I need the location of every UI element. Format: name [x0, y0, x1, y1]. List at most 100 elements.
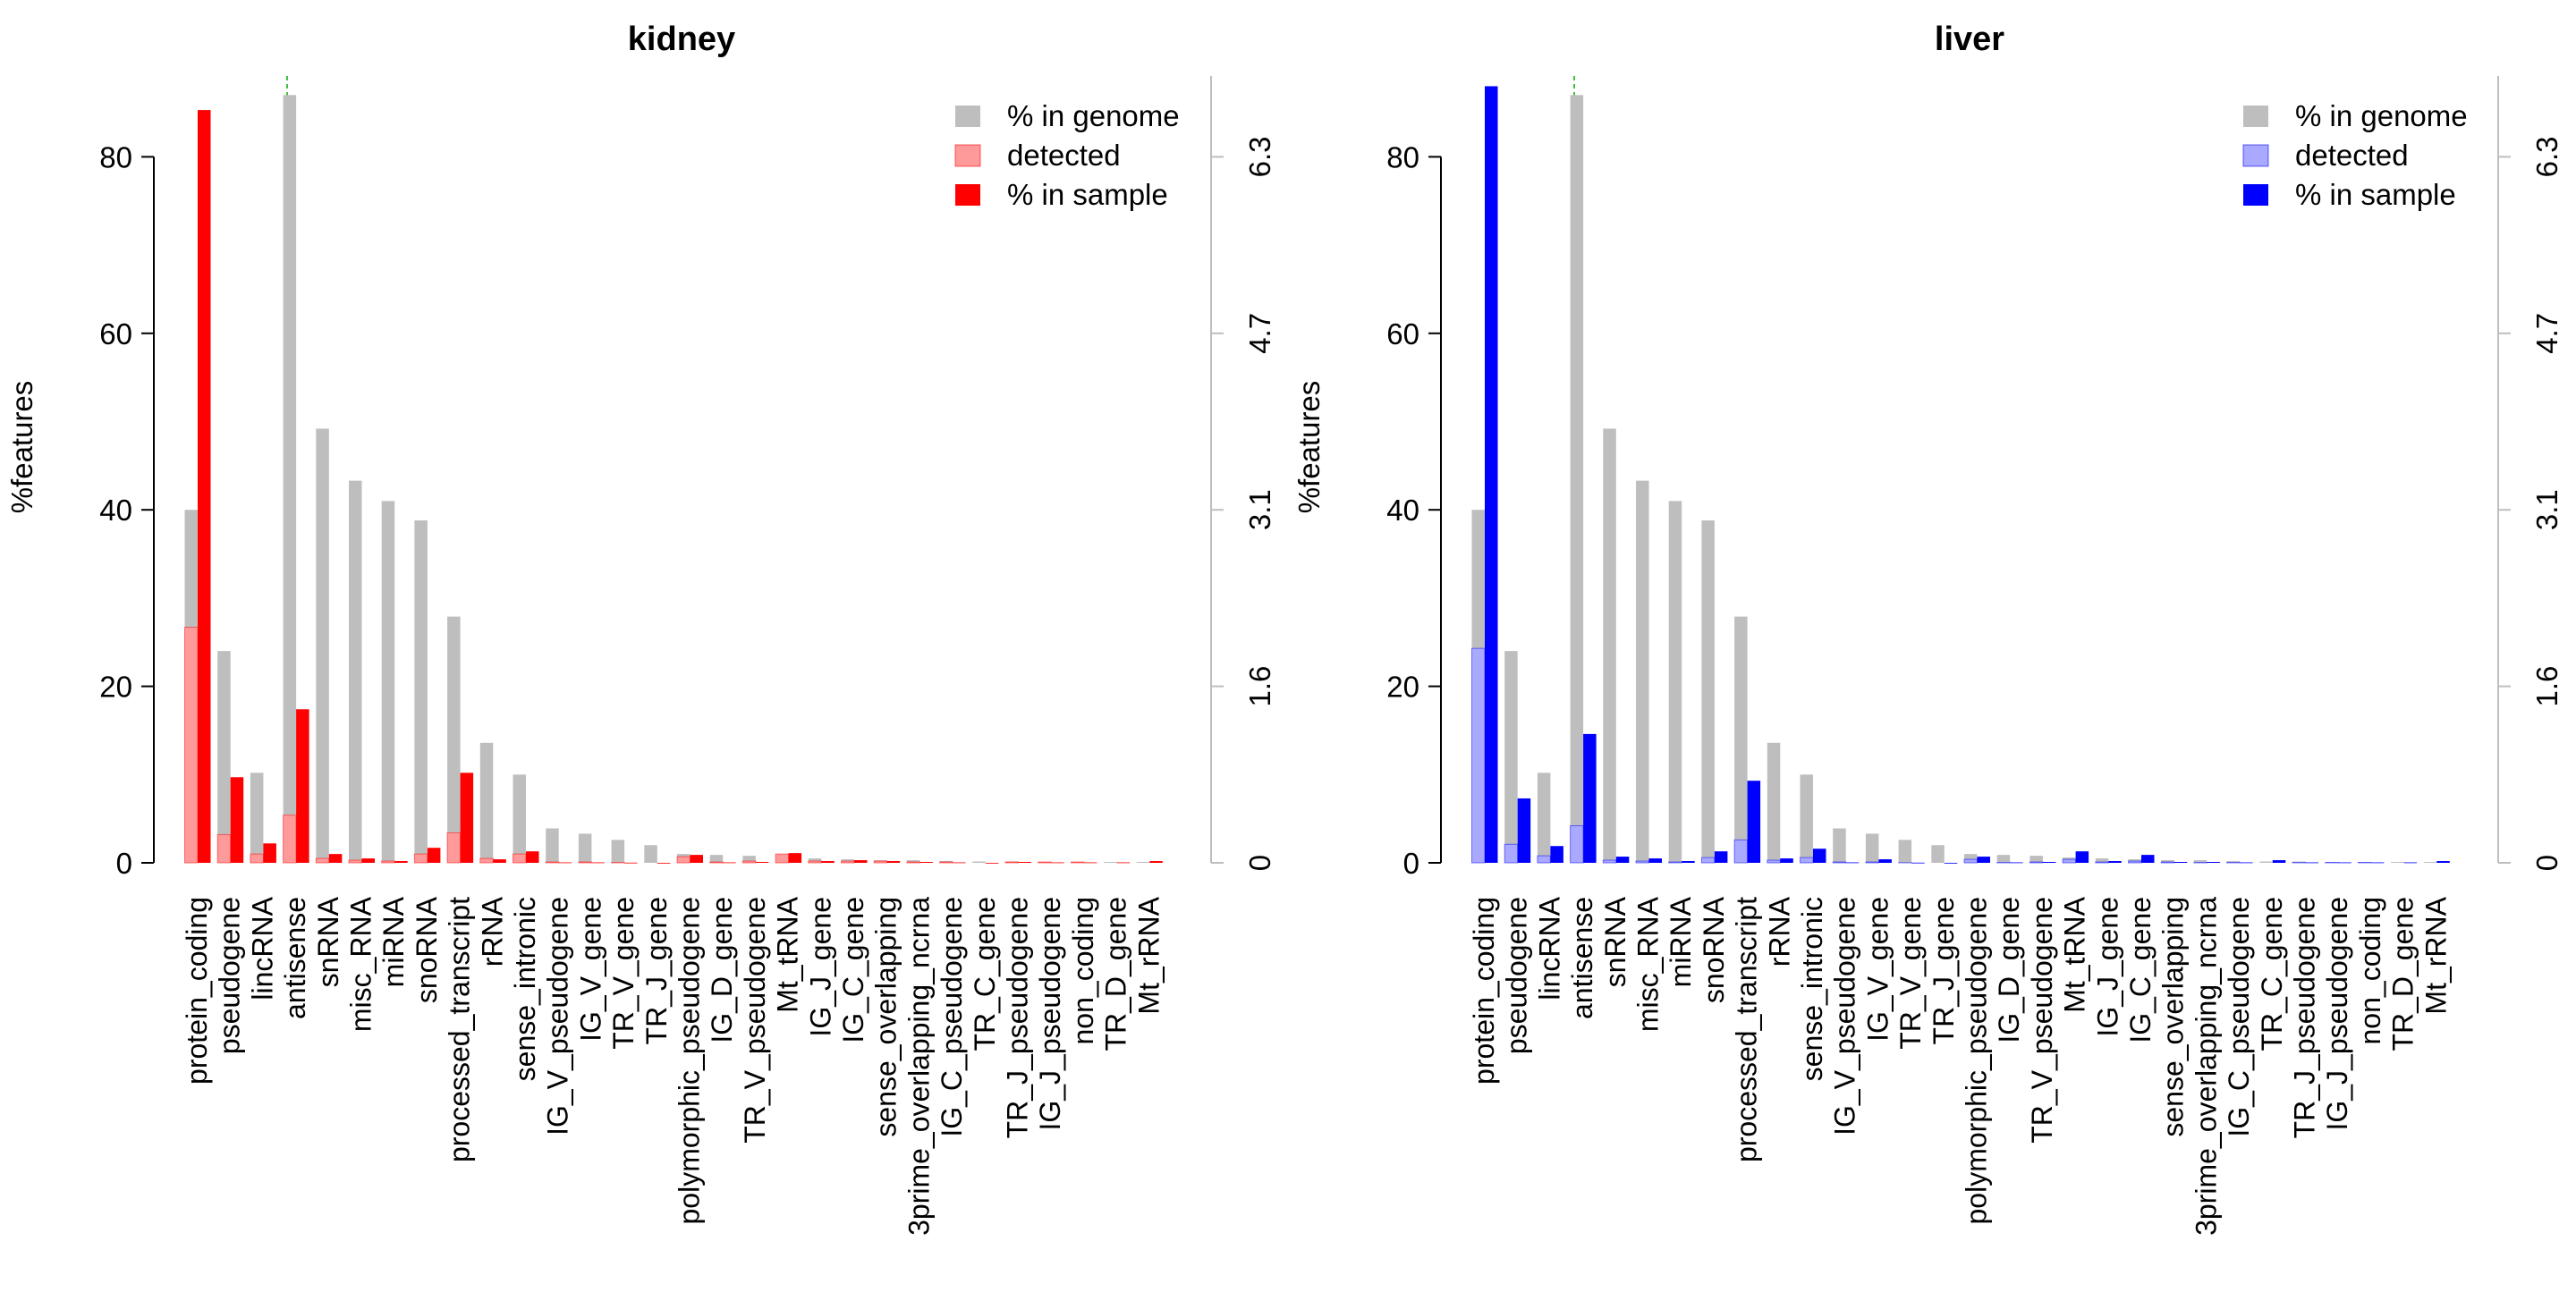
bar-detected [414, 854, 428, 863]
category-tick-label: TR_D_gene [2387, 897, 2419, 1051]
bar-genome [1899, 840, 1912, 863]
category-tick-label: misc_RNA [1632, 896, 1665, 1032]
category-tick-label: miRNA [1665, 896, 1697, 987]
category-tick-label: sense_overlapping [870, 897, 902, 1137]
bar-sample [591, 863, 605, 864]
panel-liver: liver%features02040608001.63.14.76.3prot… [1292, 21, 2563, 1236]
left-tick-label: 40 [1386, 494, 1419, 527]
category-tick-label: rRNA [476, 896, 508, 967]
bar-genome [316, 428, 329, 863]
bar-genome [579, 833, 592, 863]
category-tick-label: sense_intronic [1796, 897, 1828, 1081]
bar-detected [874, 861, 887, 863]
category-tick-label: lincRNA [1533, 896, 1565, 1000]
bar-sample [624, 863, 638, 864]
bar-detected [2063, 859, 2076, 863]
legend-label: % in sample [2295, 178, 2456, 211]
bar-detected [284, 815, 297, 863]
bar-sample [2404, 863, 2418, 864]
bar-sample [1813, 849, 1826, 863]
bar-sample [887, 861, 901, 863]
right-tick-label: 6.3 [2530, 136, 2563, 177]
category-tick-label: TR_J_pseudogene [2289, 897, 2321, 1138]
right-tick-label: 0 [2530, 855, 2563, 871]
bar-detected [775, 854, 789, 863]
bar-detected [677, 857, 691, 863]
left-tick-label: 60 [1386, 317, 1419, 350]
bar-sample [2043, 862, 2056, 863]
bar-sample [1715, 851, 1728, 863]
bar-sample [263, 843, 276, 863]
bar-genome [1137, 862, 1150, 863]
bar-detected [185, 627, 199, 863]
bar-genome [546, 829, 559, 863]
category-tick-label: IG_V_gene [1861, 897, 1894, 1042]
legend-swatch [955, 184, 980, 206]
category-tick-label: misc_RNA [345, 896, 377, 1032]
category-tick-label: non_coding [1067, 897, 1099, 1044]
category-tick-label: lincRNA [246, 896, 278, 1000]
chart-title: liver [1935, 21, 2004, 58]
bar-detected [1538, 856, 1551, 863]
bar-sample [2240, 863, 2253, 864]
bar-genome [972, 862, 986, 863]
category-tick-label: TR_V_gene [607, 897, 640, 1050]
category-tick-label: TR_J_pseudogene [1002, 897, 1034, 1138]
bar-sample [2338, 863, 2351, 864]
bar-sample [1748, 781, 1761, 863]
bar-sample [1518, 798, 1531, 863]
right-tick-label: 3.1 [2530, 489, 2563, 530]
category-tick-label: TR_V_pseudogene [739, 897, 771, 1144]
right-tick-label: 1.6 [2530, 666, 2563, 707]
left-tick-label: 0 [1403, 847, 1419, 880]
bar-detected [1801, 857, 1814, 863]
legend-label: detected [1007, 139, 1121, 172]
bar-detected [1071, 862, 1084, 863]
category-tick-label: IG_V_gene [574, 897, 606, 1042]
bar-sample [329, 854, 343, 863]
category-tick-label: TR_J_gene [1928, 897, 1960, 1044]
bar-sample [919, 862, 933, 863]
bar-sample [526, 851, 539, 863]
category-tick-label: IG_J_pseudogene [1034, 897, 1066, 1131]
bar-genome [1504, 651, 1518, 863]
right-tick-label: 1.6 [1243, 666, 1276, 707]
legend-swatch [955, 106, 980, 127]
left-tick-label: 80 [99, 140, 132, 173]
bar-genome [217, 651, 231, 863]
bar-sample [2010, 863, 2023, 864]
category-tick-label: IG_D_gene [706, 897, 738, 1043]
bar-sample [2371, 863, 2385, 864]
bar-detected [250, 854, 264, 863]
bar-genome [1767, 743, 1781, 863]
bar-sample [1051, 863, 1064, 864]
panel-kidney: kidney%features02040608001.63.14.76.3pro… [5, 21, 1276, 1236]
legend-label: % in genome [1007, 99, 1180, 132]
bar-genome [1104, 862, 1117, 863]
bar-sample [2174, 862, 2188, 863]
bar-sample [394, 861, 408, 863]
bar-sample [1878, 859, 1892, 863]
bar-genome [1833, 829, 1846, 863]
left-tick-label: 20 [1386, 671, 1419, 704]
legend-label: detected [2295, 139, 2409, 172]
right-tick-label: 0 [1243, 855, 1276, 871]
bar-genome [2424, 862, 2437, 863]
bar-detected [1571, 826, 1584, 863]
bar-detected [447, 832, 460, 863]
y-axis-label: %features [1292, 381, 1326, 514]
category-tick-label: TR_J_gene [640, 897, 673, 1044]
bar-sample [2207, 862, 2220, 863]
bar-detected [349, 860, 362, 863]
bar-sample [198, 110, 211, 863]
bar-detected [1767, 860, 1781, 863]
bar-genome [2391, 862, 2404, 863]
bar-sample [1019, 862, 1032, 863]
bar-sample [1649, 858, 1663, 863]
category-tick-label: snoRNA [411, 896, 443, 1003]
bar-sample [428, 848, 441, 863]
bar-sample [296, 709, 309, 863]
bar-detected [1038, 862, 1052, 863]
bar-sample [1846, 863, 1860, 864]
